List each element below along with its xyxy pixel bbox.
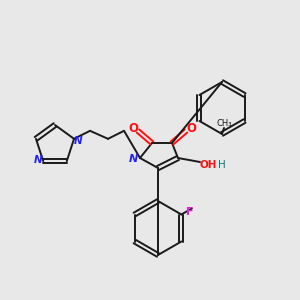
Text: F: F — [186, 207, 194, 218]
Text: OH: OH — [199, 160, 217, 170]
Text: CH₃: CH₃ — [216, 119, 232, 128]
Text: N: N — [74, 136, 82, 146]
Text: H: H — [218, 160, 226, 170]
Text: O: O — [128, 122, 138, 134]
Text: N: N — [128, 154, 138, 164]
Text: O: O — [186, 122, 196, 134]
Text: N: N — [34, 155, 43, 165]
